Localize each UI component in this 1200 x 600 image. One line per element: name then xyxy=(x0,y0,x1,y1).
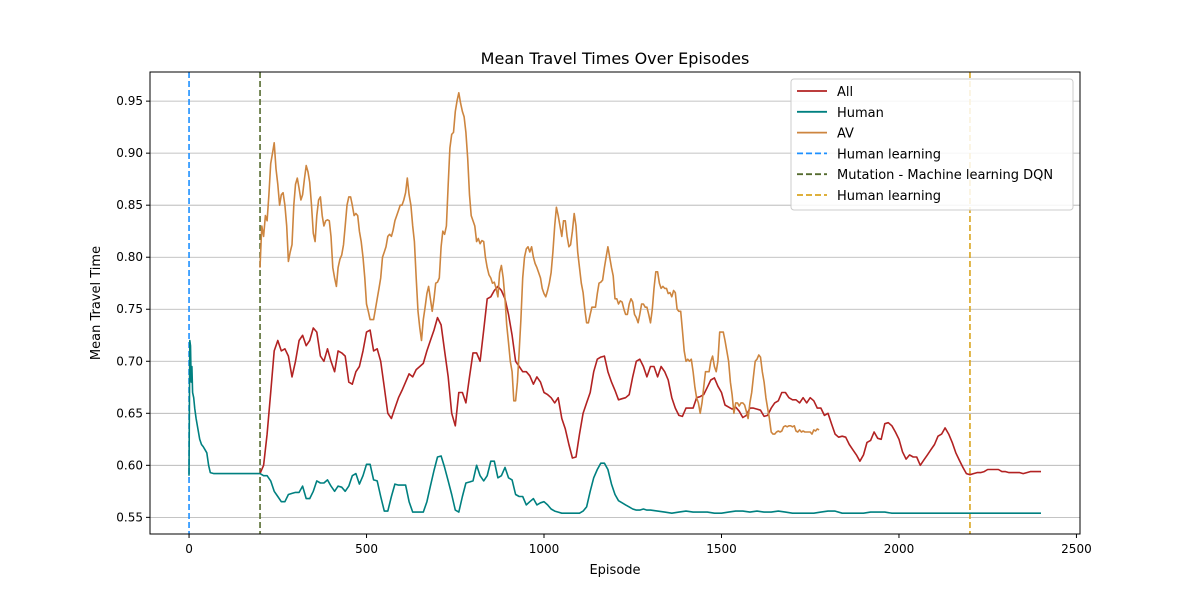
legend-label-4: Mutation - Machine learning DQN xyxy=(837,168,1053,183)
legend: All Human AV Human learning Mutation - Machi… xyxy=(790,78,1074,211)
legend-label-0: All xyxy=(837,85,853,100)
x-axis-label: Episode xyxy=(589,563,640,578)
y-tick-label: 0.80 xyxy=(116,250,143,264)
y-tick-label: 0.70 xyxy=(116,354,143,368)
legend-label-1: Human xyxy=(837,106,884,121)
x-tick-label: 0 xyxy=(185,542,193,556)
legend-box xyxy=(790,78,1074,211)
x-tick-label: 500 xyxy=(355,542,378,556)
series-line-all xyxy=(259,285,1041,476)
y-tick-label: 0.90 xyxy=(116,146,143,160)
x-tick-label: 2500 xyxy=(1061,542,1092,556)
grid-lines xyxy=(150,100,1080,518)
plot-frame xyxy=(149,71,1081,535)
legend-label-3: Human learning xyxy=(837,147,941,162)
x-tick-label: 2000 xyxy=(884,542,915,556)
y-tick-label: 0.75 xyxy=(116,302,143,316)
y-axis-label: Mean Travel Time xyxy=(89,246,104,360)
y-tick-label: 0.65 xyxy=(116,406,143,420)
series-line-human xyxy=(188,339,1041,515)
y-tick-label: 0.95 xyxy=(116,94,143,108)
legend-label-5: Human learning xyxy=(837,189,941,204)
y-tick-label: 0.60 xyxy=(116,458,143,472)
series-line-av xyxy=(259,92,820,435)
y-tick-label: 0.55 xyxy=(116,510,143,524)
x-tick-label: 1000 xyxy=(529,542,560,556)
y-axis-ticks: 0.55 0.60 0.65 0.70 0.75 0.80 0.85 0.90 0.95 xyxy=(116,94,150,524)
y-tick-label: 0.85 xyxy=(116,198,143,212)
x-axis-ticks: 0 500 1000 1500 2000 2500 xyxy=(185,534,1092,556)
chart-title: Mean Travel Times Over Episodes xyxy=(481,49,750,68)
x-tick-label: 1500 xyxy=(706,542,737,556)
legend-label-2: AV xyxy=(837,127,854,142)
series-lines xyxy=(188,92,1041,515)
